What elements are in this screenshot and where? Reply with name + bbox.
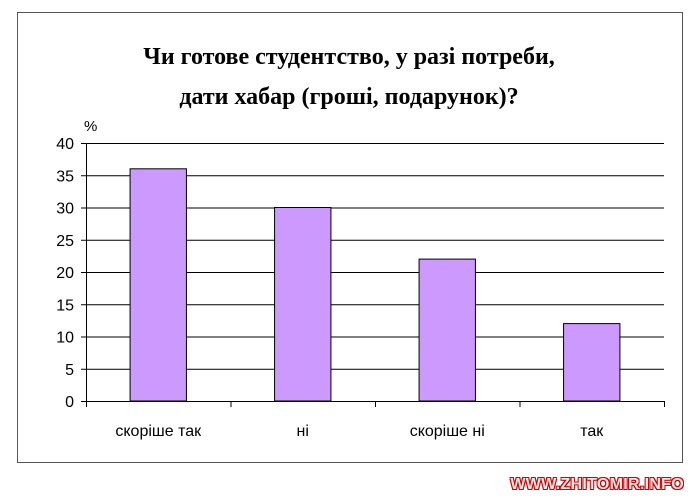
y-tick-label: 40 xyxy=(56,136,74,153)
bar-3 xyxy=(418,258,476,402)
y-tick-label: 35 xyxy=(56,168,74,185)
x-category-label: скоріше так xyxy=(115,423,202,440)
axis-labels: 0 5 10 15 20 25 30 35 40 скоріше так ні скоріше ні т… xyxy=(56,136,604,440)
site-watermark: WWW.ZHITOMIR.INFO xyxy=(510,476,684,493)
y-axis-unit-label: % xyxy=(84,118,97,135)
chart-title-line-1: Чи готове студентство, у разі потреби, xyxy=(143,44,555,70)
bar-4 xyxy=(563,323,621,402)
y-tick-label: 5 xyxy=(65,362,74,379)
chart-title-line-2: дати хабар (гроші, подарунок)? xyxy=(179,84,518,110)
bars xyxy=(129,168,621,402)
y-tick-label: 25 xyxy=(56,233,74,250)
bar-1 xyxy=(129,168,187,402)
x-category-label: так xyxy=(580,423,604,440)
y-tick-label: 20 xyxy=(56,265,74,282)
y-tick-label: 10 xyxy=(56,330,74,347)
y-tick-label: 15 xyxy=(56,297,74,314)
x-category-label: скоріше ні xyxy=(410,423,485,440)
x-category-label: ні xyxy=(297,423,309,440)
y-tick-label: 30 xyxy=(56,201,74,218)
bar-2 xyxy=(274,207,332,402)
y-tick-label: 0 xyxy=(65,394,74,411)
axes xyxy=(81,143,665,407)
